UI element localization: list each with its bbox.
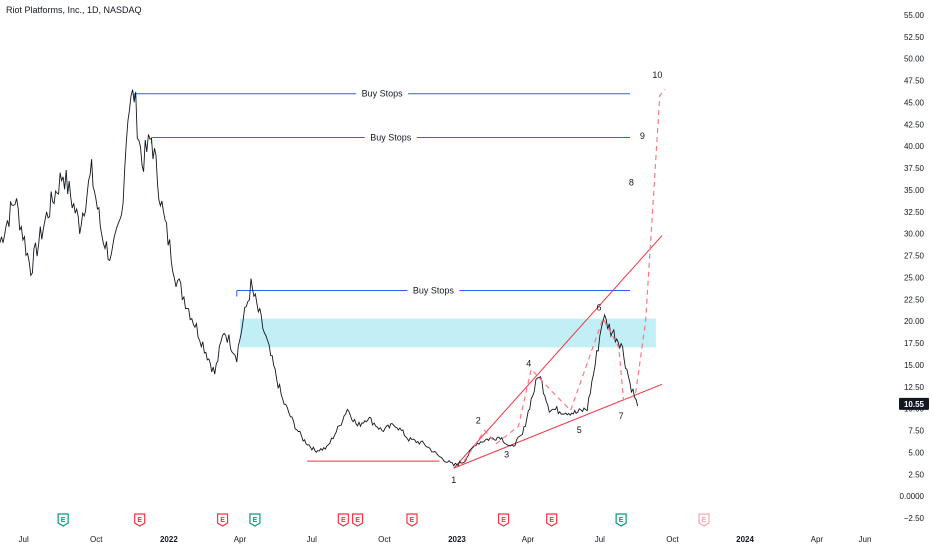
earnings-marker[interactable]: E xyxy=(249,513,261,527)
x-tick-label: Oct xyxy=(378,535,391,544)
x-tick-label: Oct xyxy=(90,535,103,544)
wave-label: 6 xyxy=(597,303,602,313)
earnings-badge-shape xyxy=(698,513,710,527)
x-axis: Jul Oct 2022 Apr Jul Oct 2023 Apr Jul Oct 2024 Apr J… xyxy=(19,535,872,544)
earnings-marker[interactable]: E xyxy=(615,513,627,527)
y-tick-label: 27.50 xyxy=(904,252,925,261)
y-tick-label: 55.00 xyxy=(904,11,925,20)
y-tick-label: 50.00 xyxy=(904,55,925,64)
x-tick-label: Jul xyxy=(595,535,605,544)
x-tick-label: 2023 xyxy=(448,535,466,544)
earnings-badge-shape xyxy=(546,513,558,527)
earnings-badge-shape xyxy=(337,513,349,527)
price-series xyxy=(0,89,639,467)
y-tick-label: 2.50 xyxy=(908,470,924,479)
earnings-marker[interactable]: E xyxy=(351,513,364,527)
wave-label: 5 xyxy=(577,425,582,435)
earnings-marker[interactable]: E xyxy=(406,513,418,527)
y-tick-label: 0.0000 xyxy=(900,492,925,501)
wave-label: 7 xyxy=(619,411,624,421)
y-tick-label: 25.00 xyxy=(904,273,925,282)
y-tick-label: 17.50 xyxy=(904,339,925,348)
earnings-badge-shape xyxy=(351,513,364,527)
y-tick-label: 45.00 xyxy=(904,98,925,107)
earnings-marker[interactable]: E xyxy=(698,513,710,527)
y-tick-label: 7.50 xyxy=(908,427,924,436)
y-tick-label: 22.50 xyxy=(904,295,925,304)
earnings-badge-shape xyxy=(406,513,418,527)
chart-title: Riot Platforms, Inc., 1D, NASDAQ xyxy=(6,5,142,15)
earnings-marker[interactable]: E xyxy=(337,513,349,527)
earnings-badge-shape xyxy=(216,513,229,527)
wave-label: 10 xyxy=(652,70,662,80)
buy-stops-level: Buy Stops xyxy=(133,89,630,100)
trendline xyxy=(453,383,663,469)
y-axis: 55.00 52.50 50.00 47.50 45.00 42.50 40.00 37.50… xyxy=(900,11,925,523)
earnings-badge-shape xyxy=(615,513,627,527)
x-tick-label: Jun xyxy=(859,535,872,544)
x-tick-label: 2024 xyxy=(736,535,754,544)
last-price-tag: 10.55 xyxy=(899,397,929,410)
earnings-marker[interactable]: E xyxy=(216,513,229,527)
x-tick-label: Apr xyxy=(234,535,247,544)
wave-label: 4 xyxy=(526,359,531,369)
earnings-badge-label: E xyxy=(501,517,506,524)
buy-stops-level: Buy Stops xyxy=(151,132,630,144)
wave-label: 3 xyxy=(504,450,509,460)
x-tick-label: Apr xyxy=(811,535,824,544)
earnings-badge-label: E xyxy=(220,517,225,524)
earnings-badge-shape xyxy=(497,513,510,527)
wave-label: 8 xyxy=(629,178,634,188)
earnings-badge-shape xyxy=(134,513,146,527)
y-tick-label: 40.00 xyxy=(904,142,925,151)
earnings-badge-label: E xyxy=(702,517,707,524)
earnings-badge-label: E xyxy=(549,517,554,524)
buy-stops-label: Buy Stops xyxy=(370,132,412,142)
y-tick-label: 32.50 xyxy=(904,208,925,217)
y-tick-label: 30.00 xyxy=(904,230,925,239)
y-tick-label: 42.50 xyxy=(904,120,925,129)
earnings-marker[interactable]: E xyxy=(497,513,510,527)
earnings-badge-label: E xyxy=(355,517,360,524)
y-tick-label: −2.50 xyxy=(904,514,925,523)
earnings-badge-shape xyxy=(57,513,69,527)
wave-label: 2 xyxy=(476,416,481,426)
earnings-badge-shape xyxy=(249,513,261,527)
last-price-bg xyxy=(899,397,929,410)
y-tick-label: 47.50 xyxy=(904,77,925,86)
x-tick-label: Jul xyxy=(307,535,317,544)
earnings-marker[interactable]: E xyxy=(546,513,558,527)
trendline xyxy=(453,235,663,469)
supply-zone xyxy=(239,318,656,348)
buy-stops-label: Buy Stops xyxy=(413,286,455,296)
y-tick-label: 37.50 xyxy=(904,164,925,173)
x-tick-label: Jul xyxy=(19,535,29,544)
y-tick-label: 52.50 xyxy=(904,33,925,42)
y-tick-label: 12.50 xyxy=(904,383,925,392)
earnings-badge-label: E xyxy=(341,517,346,524)
last-price-label: 10.55 xyxy=(904,400,925,409)
wave-label: 1 xyxy=(451,475,456,485)
earnings-badge-label: E xyxy=(61,517,66,524)
earnings-badge-label: E xyxy=(410,517,415,524)
y-tick-label: 5.00 xyxy=(908,448,924,457)
earnings-badge-label: E xyxy=(253,517,258,524)
earnings-badge-label: E xyxy=(619,517,624,524)
y-tick-label: 15.00 xyxy=(904,361,925,370)
x-tick-label: 2022 xyxy=(160,535,178,544)
earnings-marker[interactable]: E xyxy=(57,513,69,527)
projection-path xyxy=(463,88,666,462)
earnings-marker[interactable]: E xyxy=(134,513,146,527)
y-tick-label: 20.00 xyxy=(904,317,925,326)
wave-label: 9 xyxy=(640,131,645,141)
earnings-badge-label: E xyxy=(137,517,142,524)
buy-stops-label: Buy Stops xyxy=(362,89,404,99)
x-tick-label: Apr xyxy=(522,535,535,544)
x-tick-label: Oct xyxy=(666,535,679,544)
buy-stops-level: Buy Stops xyxy=(236,286,630,297)
y-tick-label: 35.00 xyxy=(904,186,925,195)
